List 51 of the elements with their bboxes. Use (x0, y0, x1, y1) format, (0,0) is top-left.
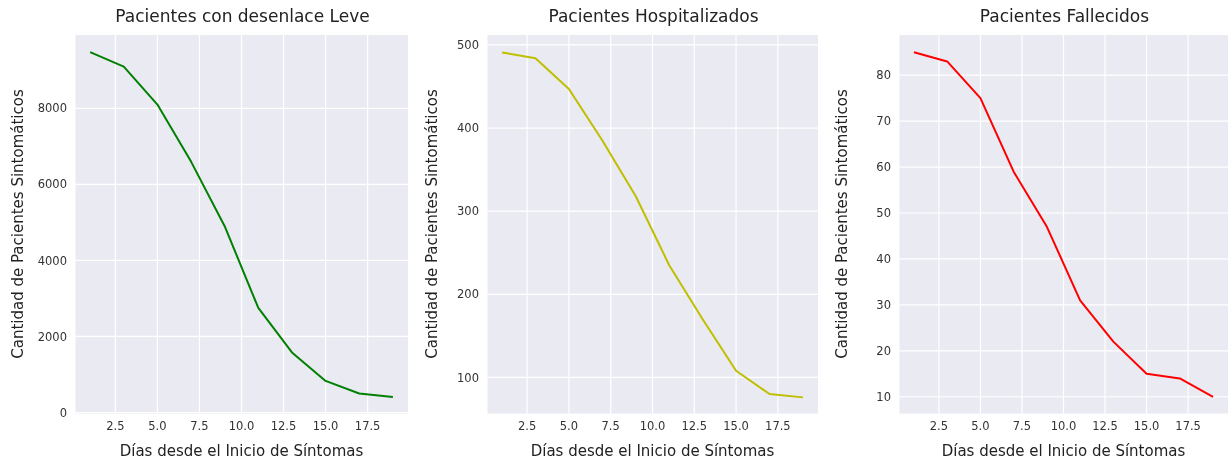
y-tick-label: 500 (457, 38, 479, 53)
x-axis-title: Días desde el Inicio de Síntomas (530, 442, 775, 456)
y-axis-title: Cantidad de Pacientes Sintomáticos (833, 89, 851, 359)
x-tick-label: 5.0 (559, 419, 579, 434)
x-tick-label: 17.5 (354, 419, 381, 434)
x-tick-label: 15.0 (1133, 419, 1160, 434)
line-series (501, 51, 804, 399)
y-tick-label: 100 (457, 370, 479, 385)
line-series (912, 51, 1215, 398)
chart-title: Pacientes Hospitalizados (547, 6, 760, 26)
x-tick-label: 7.5 (601, 419, 620, 434)
x-tick-label: 10.0 (639, 419, 666, 434)
x-tick-label: 12.5 (270, 419, 297, 434)
x-tick-label: 5.0 (148, 419, 167, 434)
y-axis-title: Cantidad de Pacientes Sintomáticos (423, 89, 441, 359)
y-tick-label: 70 (876, 114, 891, 129)
y-tick-label: 300 (457, 204, 479, 219)
y-tick-label: 50 (876, 206, 891, 221)
chart-title: Pacientes Fallecidos (978, 6, 1151, 26)
y-tick-label: 2000 (37, 329, 67, 344)
line-series (89, 51, 394, 398)
y-tick-label: 400 (457, 121, 479, 136)
x-tick-label: 12.5 (1092, 419, 1118, 434)
x-tick-label: 10.0 (228, 419, 255, 434)
x-tick-label: 15.0 (723, 419, 749, 434)
x-tick-label: 7.5 (1012, 419, 1032, 434)
x-tick-label: 2.5 (929, 419, 949, 434)
x-tick-label: 5.0 (971, 419, 990, 434)
x-tick-label: 17.5 (1175, 419, 1201, 434)
y-axis-title: Cantidad de Pacientes Sintomáticos (9, 89, 27, 359)
x-tick-label: 10.0 (1050, 419, 1077, 434)
y-tick-label: 30 (876, 297, 891, 312)
y-tick-label: 0 (59, 405, 67, 420)
x-axis-title: Días desde el Inicio de Síntomas (119, 442, 364, 456)
y-tick-label: 8000 (37, 101, 67, 116)
x-tick-label: 2.5 (106, 419, 125, 434)
y-tick-label: 200 (457, 287, 479, 302)
y-tick-label: 20 (876, 343, 891, 358)
y-tick-label: 40 (876, 252, 891, 267)
y-tick-label: 6000 (37, 177, 67, 192)
x-tick-label: 2.5 (517, 419, 537, 434)
y-tick-label: 80 (876, 68, 891, 83)
y-tick-label: 60 (876, 160, 891, 175)
y-tick-label: 10 (876, 389, 891, 404)
x-axis-title: Días desde el Inicio de Síntomas (941, 442, 1186, 456)
x-tick-label: 15.0 (312, 419, 339, 434)
x-tick-label: 17.5 (765, 419, 791, 434)
chart-title: Pacientes con desenlace Leve (114, 6, 371, 26)
x-tick-label: 12.5 (681, 419, 708, 434)
x-tick-label: 7.5 (190, 419, 209, 434)
y-tick-label: 4000 (37, 253, 67, 268)
